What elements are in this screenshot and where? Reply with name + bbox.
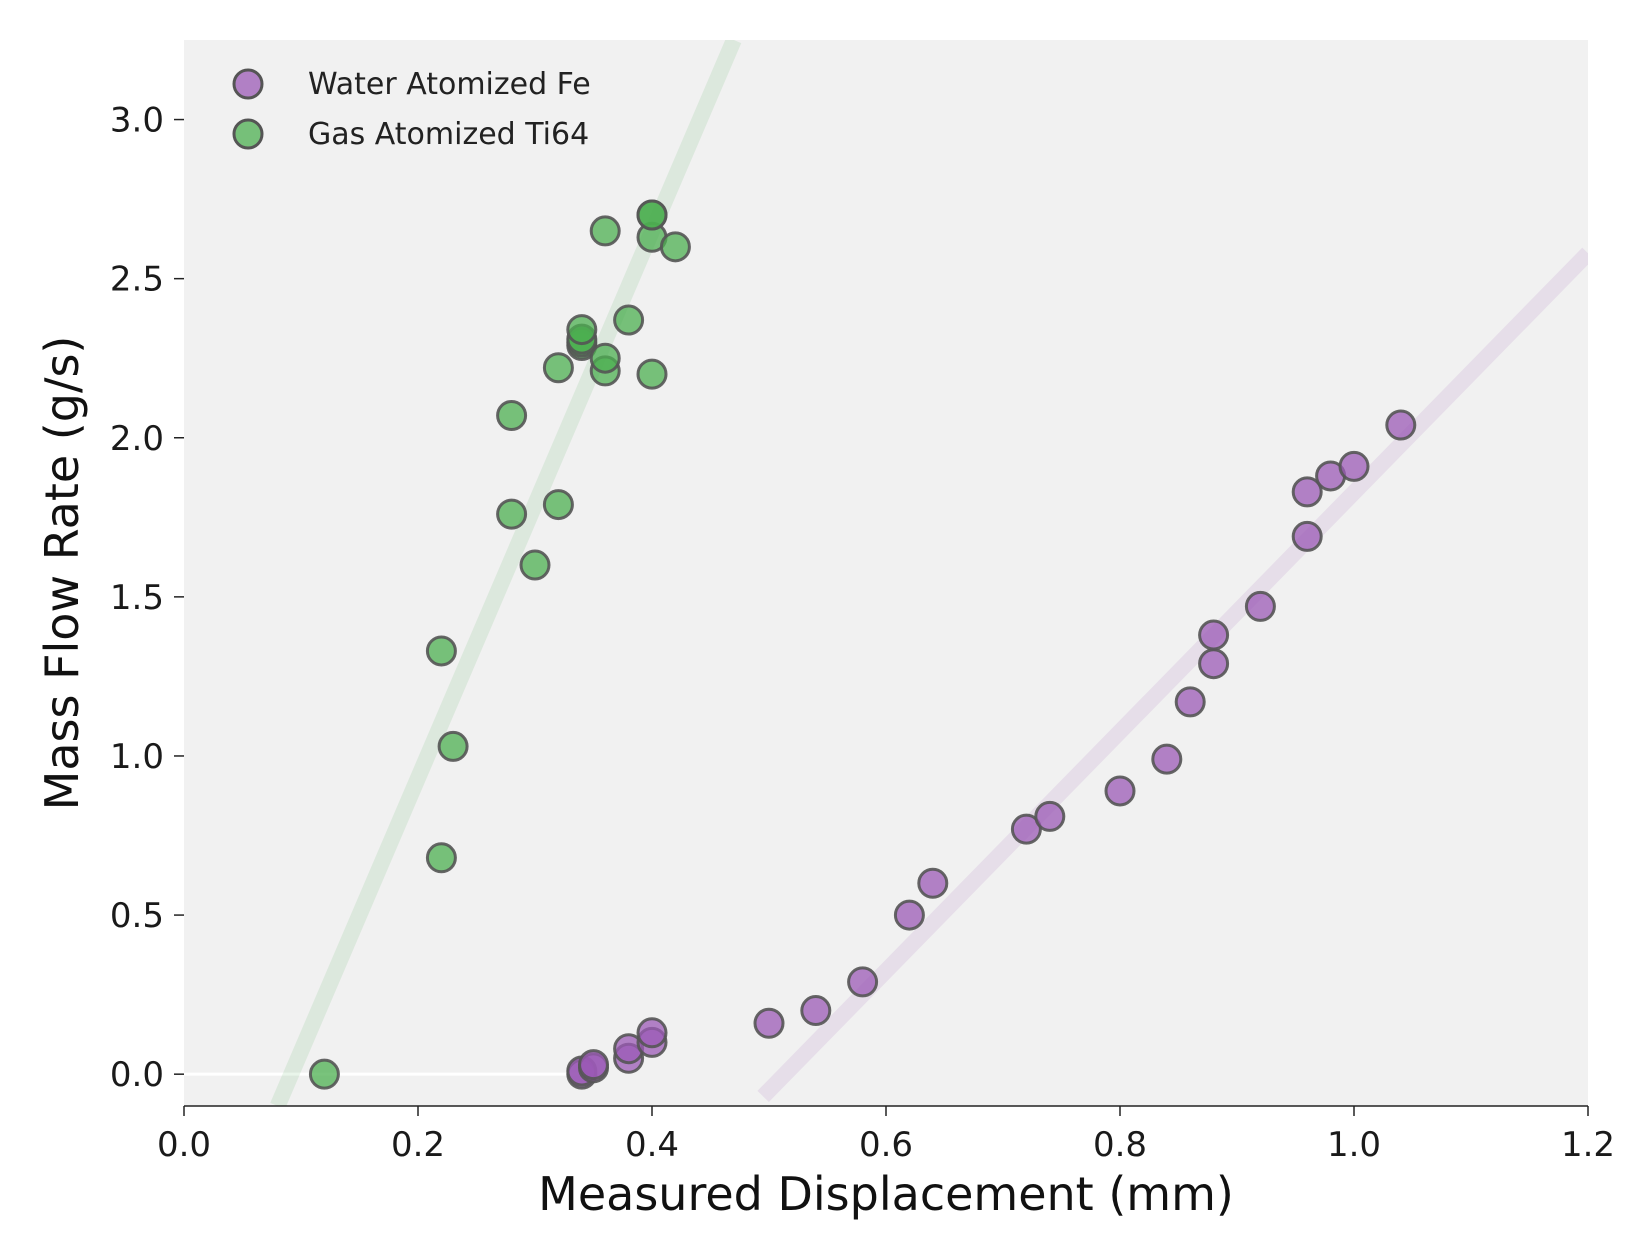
y-tick-label: 2.0 [110, 419, 164, 459]
legend-label-gas-atomized-ti64: Gas Atomized Ti64 [308, 117, 589, 152]
x-axis-title: Measured Displacement (mm) [538, 1167, 1234, 1221]
x-tick-label: 1.0 [1327, 1125, 1381, 1165]
data-point-gas-atomized-ti64 [308, 1058, 340, 1090]
data-point-water-atomized-fe [636, 1017, 668, 1049]
data-point-gas-atomized-ti64 [659, 231, 691, 263]
data-point-water-atomized-fe [917, 867, 949, 899]
y-tick-label: 1.0 [110, 737, 164, 777]
y-tick-label: 3.0 [110, 101, 164, 141]
data-point-gas-atomized-ti64 [519, 549, 551, 581]
data-point-gas-atomized-ti64 [636, 358, 668, 390]
data-point-water-atomized-fe [1291, 476, 1323, 508]
data-point-gas-atomized-ti64 [613, 304, 645, 336]
data-point-water-atomized-fe [1338, 450, 1370, 482]
y-tick-label: 0.0 [110, 1055, 164, 1095]
data-point-gas-atomized-ti64 [566, 314, 598, 346]
data-point-gas-atomized-ti64 [589, 342, 621, 374]
data-point-gas-atomized-ti64 [542, 352, 574, 384]
legend: Water Atomized Fe Gas Atomized Ti64 [232, 67, 591, 152]
x-tick-label: 0.8 [1093, 1125, 1147, 1165]
data-point-gas-atomized-ti64 [589, 215, 621, 247]
y-tick-label: 2.5 [110, 260, 164, 300]
data-point-water-atomized-fe [1034, 800, 1066, 832]
data-point-gas-atomized-ti64 [542, 489, 574, 521]
data-point-water-atomized-fe [893, 899, 925, 931]
y-tick-label: 1.5 [110, 578, 164, 618]
legend-marker-gas-atomized-ti64 [232, 118, 264, 150]
data-point-water-atomized-fe [1198, 648, 1230, 680]
data-point-water-atomized-fe [578, 1049, 609, 1081]
data-point-water-atomized-fe [1010, 813, 1042, 845]
legend-label-water-atomized-fe: Water Atomized Fe [308, 67, 591, 102]
data-point-water-atomized-fe [1174, 686, 1206, 718]
x-tick-label: 0.6 [859, 1125, 913, 1165]
data-point-gas-atomized-ti64 [496, 399, 528, 431]
x-axis: 0.0 0.2 0.4 0.6 0.8 1.0 1.2 [157, 1105, 1615, 1165]
data-point-water-atomized-fe [1151, 743, 1183, 775]
data-point-water-atomized-fe [1291, 520, 1323, 552]
x-tick-label: 1.2 [1561, 1125, 1615, 1165]
data-point-gas-atomized-ti64 [636, 199, 668, 231]
data-point-gas-atomized-ti64 [425, 842, 457, 874]
data-point-water-atomized-fe [1104, 775, 1136, 807]
data-point-gas-atomized-ti64 [437, 730, 469, 762]
y-axis: 0.0 0.5 1.0 1.5 2.0 2.5 3.0 [110, 101, 184, 1095]
y-tick-label: 0.5 [110, 896, 164, 936]
legend-marker-water-atomized-fe [232, 68, 264, 100]
data-point-water-atomized-fe [800, 995, 832, 1027]
data-point-water-atomized-fe [753, 1007, 785, 1039]
x-tick-label: 0.0 [157, 1125, 211, 1165]
x-tick-label: 0.4 [625, 1125, 679, 1165]
data-point-gas-atomized-ti64 [425, 635, 457, 667]
trend-line-water-atomized-fe [757, 247, 1588, 1103]
data-points [308, 199, 1417, 1090]
plot-background [184, 40, 1588, 1106]
data-point-water-atomized-fe [1198, 619, 1230, 651]
data-point-water-atomized-fe [1244, 590, 1276, 622]
y-axis-title: Mass Flow Rate (g/s) [35, 336, 89, 811]
data-point-water-atomized-fe [1385, 409, 1417, 441]
data-point-gas-atomized-ti64 [496, 498, 528, 530]
data-point-water-atomized-fe [847, 966, 879, 998]
x-tick-label: 0.2 [391, 1125, 445, 1165]
